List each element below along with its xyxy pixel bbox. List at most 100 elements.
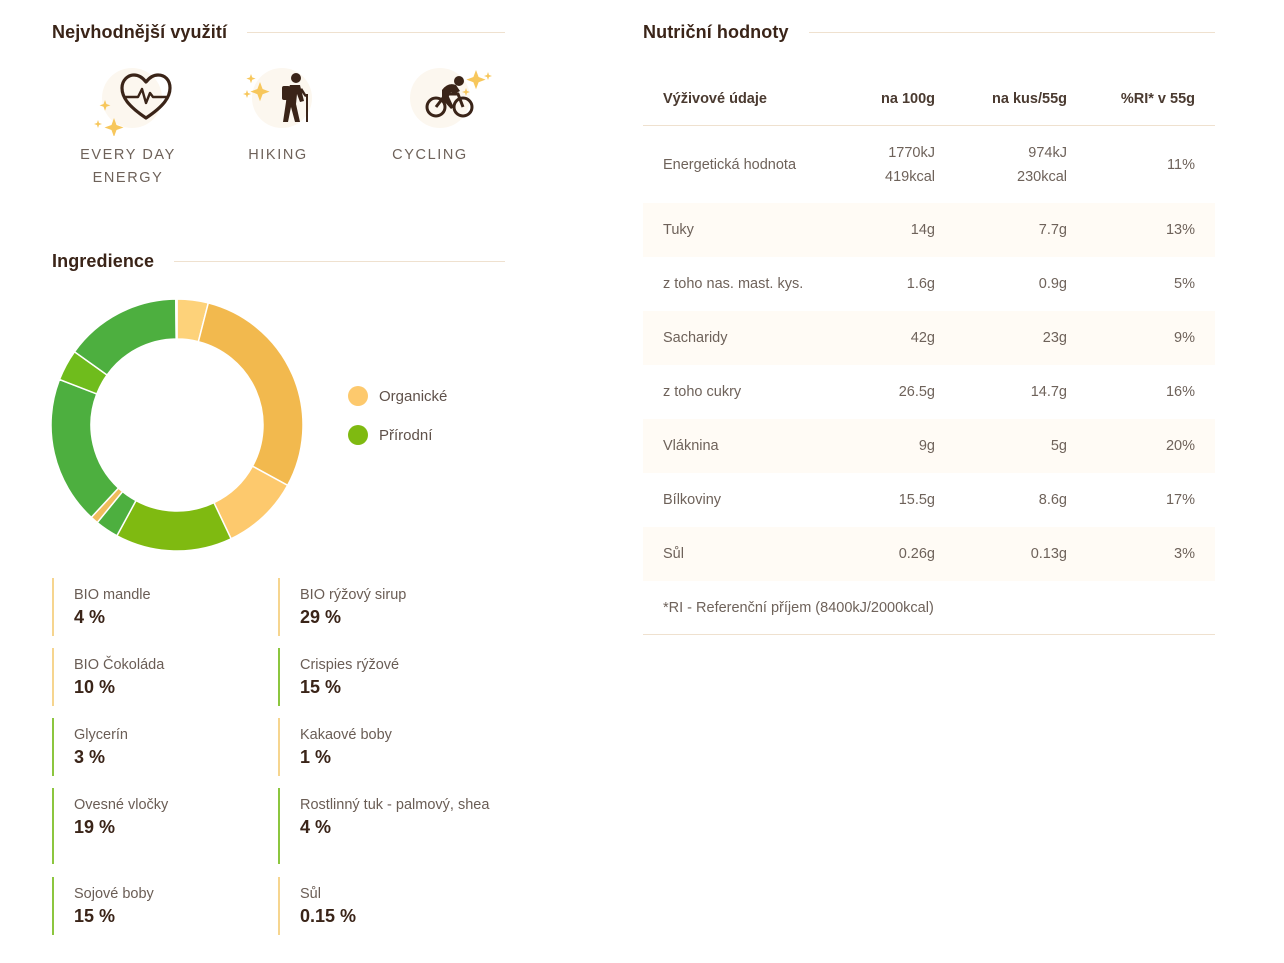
usage-label: EVERY DAY ENERGY	[80, 147, 176, 186]
nutrient-label: Energetická hodnota	[663, 156, 797, 173]
nutrient-label: Sůl	[663, 546, 684, 562]
ingredient-name: Kakaové boby	[300, 727, 392, 743]
nutrient-label: Sacharidy	[663, 330, 728, 346]
ingredient-name: BIO Čokoláda	[74, 657, 165, 673]
value-per-piece: 23g	[1042, 330, 1067, 346]
ingredient-percent: 19 %	[74, 817, 116, 837]
ingredient-item: Kakaové boby 1 %	[278, 718, 504, 776]
value-per-piece: 974kJ 230kcal	[935, 141, 1067, 189]
ingredient-item: Crispies rýžové 15 %	[278, 648, 504, 706]
ingredients-title: Ingredience	[52, 250, 155, 271]
legend-swatch-organic	[348, 386, 368, 406]
value-ri: 16%	[1165, 384, 1195, 400]
column-header: na 100g	[881, 90, 935, 107]
ingredient-percent: 4 %	[74, 607, 106, 627]
ingredient-item: BIO Čokoláda 10 %	[52, 648, 278, 706]
ingredient-name: BIO rýžový sirup	[300, 587, 407, 603]
usage-label: HIKING	[248, 147, 308, 163]
ingredient-name: Rostlinný tuk - palmový, shea	[300, 797, 490, 813]
value-kcal: 419kcal	[885, 168, 935, 185]
hiker-icon	[238, 62, 318, 136]
legend-label: Organické	[379, 387, 448, 405]
value-per-100g: 15.5g	[898, 492, 935, 508]
legend-label: Přírodní	[379, 426, 433, 444]
heart-pulse-icon	[88, 62, 172, 136]
ingredient-item: Sůl 0.15 %	[278, 877, 504, 935]
value-per-piece: 5g	[1050, 438, 1067, 454]
value-ri: 20%	[1165, 438, 1195, 454]
value-per-piece: 0.13g	[1030, 546, 1067, 562]
usage-title: Nejvhodnější využití	[52, 21, 228, 42]
value-per-100g: 1770kJ 419kcal	[835, 141, 935, 189]
value-ri: 9%	[1174, 330, 1195, 346]
value-per-piece: 8.6g	[1038, 492, 1067, 508]
value-ri: 3%	[1174, 546, 1195, 562]
usage-item-hiking: HIKING	[218, 62, 338, 167]
value-ri: 13%	[1165, 222, 1195, 238]
ingredient-percent: 10 %	[74, 677, 116, 697]
ingredient-item: Ovesné vločky 19 %	[52, 788, 278, 864]
value-kcal: 230kcal	[1017, 168, 1067, 185]
legend-swatch-natural	[348, 425, 368, 445]
ingredient-name: Ovesné vločky	[74, 797, 169, 813]
table-header-row: Výživové údaje na 100g na kus/55g %RI* v…	[643, 72, 1215, 126]
legend-item-natural: Přírodní	[348, 425, 432, 445]
usage-section-header: Nejvhodnější využití	[52, 20, 505, 44]
ingredient-name: Sůl	[300, 886, 321, 902]
ingredient-item: Sojové boby 15 %	[52, 877, 278, 935]
usage-label: CYCLING	[392, 147, 468, 163]
divider	[808, 31, 1215, 33]
table-row-energy: Energetická hodnota 1770kJ 419kcal 974kJ…	[643, 126, 1215, 203]
nutrient-label: Bílkoviny	[663, 492, 722, 508]
divider	[247, 31, 505, 33]
value-kj: 974kJ	[1028, 144, 1067, 161]
ri-footnote: *RI - Referenční příjem (8400kJ/2000kcal…	[643, 581, 1215, 635]
table-row: Sůl 0.26g 0.13g 3%	[643, 527, 1215, 581]
nutrition-section-header: Nutriční hodnoty	[643, 20, 1215, 44]
value-per-100g: 26.5g	[898, 384, 935, 400]
ingredient-name: Sojové boby	[74, 886, 154, 902]
ingredient-item: Rostlinný tuk - palmový, shea 4 %	[278, 788, 504, 864]
cyclist-icon	[390, 62, 492, 136]
nutrient-label: Tuky	[663, 222, 694, 238]
ingredient-percent: 1 %	[300, 747, 332, 767]
value-ri: 17%	[1165, 492, 1195, 508]
nutrient-label: z toho nas. mast. kys.	[663, 276, 804, 292]
ingredient-name: BIO mandle	[74, 587, 151, 603]
table-row: Tuky 14g 7.7g 13%	[643, 203, 1215, 257]
donut-slice-bio-r-ov-sirup[interactable]	[197, 302, 304, 487]
ingredient-percent: 4 %	[300, 817, 332, 837]
nutrient-label: Vláknina	[663, 438, 719, 454]
usage-item-cycling: CYCLING	[370, 62, 492, 167]
donut-slice-ovesn-vlo-ky[interactable]	[50, 378, 120, 519]
value-ri: 11%	[1167, 156, 1195, 173]
donut-slice-crispies-r-ov-[interactable]	[115, 499, 233, 552]
ingredients-section-header: Ingredience	[52, 249, 505, 273]
value-per-100g: 1.6g	[906, 276, 935, 292]
value-per-piece: 0.9g	[1038, 276, 1067, 292]
table-row: Bílkoviny 15.5g 8.6g 17%	[643, 473, 1215, 527]
ingredient-percent: 15 %	[74, 906, 116, 926]
usage-item-every-day-energy: EVERY DAY ENERGY	[68, 62, 188, 190]
ingredient-percent: 29 %	[300, 607, 342, 627]
divider	[174, 260, 505, 262]
column-header: %RI* v 55g	[1120, 90, 1195, 107]
ingredients-donut-chart	[50, 298, 304, 552]
ingredient-name: Glycerín	[74, 727, 128, 743]
nutrition-table: Výživové údaje na 100g na kus/55g %RI* v…	[643, 72, 1215, 635]
nutrient-label: z toho cukry	[663, 384, 742, 400]
ingredient-item: BIO mandle 4 %	[52, 578, 278, 636]
value-per-piece: 7.7g	[1038, 222, 1067, 238]
ingredient-percent: 3 %	[74, 747, 106, 767]
nutrition-title: Nutriční hodnoty	[643, 21, 789, 42]
value-ri: 5%	[1174, 276, 1195, 292]
column-header: na kus/55g	[992, 90, 1067, 107]
value-per-100g: 0.26g	[898, 546, 935, 562]
table-row: Vláknina 9g 5g 20%	[643, 419, 1215, 473]
value-per-100g: 42g	[910, 330, 935, 346]
value-per-100g: 14g	[910, 222, 935, 238]
donut-slice-s-l[interactable]	[175, 298, 178, 340]
table-row: z toho cukry 26.5g 14.7g 16%	[643, 365, 1215, 419]
ingredient-item: BIO rýžový sirup 29 %	[278, 578, 504, 636]
value-per-100g: 9g	[918, 438, 935, 454]
